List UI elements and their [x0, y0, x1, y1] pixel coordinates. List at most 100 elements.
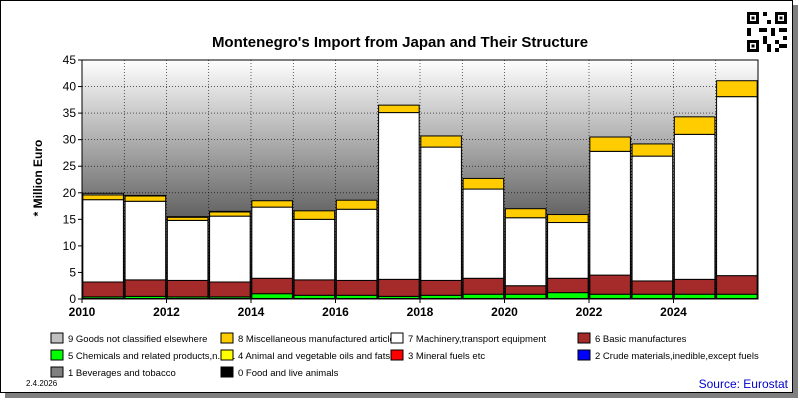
y-tick-label: 40: [63, 80, 77, 94]
bar-stack-2015: [293, 210, 336, 300]
bar-segment-2015-s6: [293, 279, 336, 296]
bar-segment-2022-s6: [589, 274, 631, 295]
bar-segment-2014-s8: [251, 200, 293, 208]
bar-segment-2019-s8: [462, 177, 505, 190]
bar-stack-2012: [166, 216, 209, 300]
y-tick-label: 25: [63, 159, 77, 173]
y-tick-label: 0: [69, 292, 76, 306]
bar-segment-2018-s6: [420, 279, 462, 296]
bar-stack-2025: [716, 80, 758, 300]
bar-segment-2019-s6: [462, 277, 505, 295]
bar-segment-2019-s5: [462, 293, 505, 299]
x-tick-label: 2020: [491, 305, 518, 319]
bar-segment-2015-s7: [293, 218, 336, 281]
y-tick-label: 30: [63, 133, 77, 147]
bar-segment-2013-s9: [209, 210, 251, 213]
legend-swatch: [50, 332, 64, 344]
x-tick-label: 2016: [322, 305, 349, 319]
bar-segment-2024-s6: [673, 278, 716, 295]
legend-label: 8 Miscellaneous manufactured articles: [238, 334, 400, 345]
bar-segment-2021-s8: [547, 214, 589, 224]
legend-swatch: [220, 349, 234, 361]
bar-segment-2019-s7: [462, 188, 505, 279]
source-label: Source: Eurostat: [698, 377, 788, 391]
bar-segment-2017-s7: [378, 112, 420, 280]
legend-swatch: [220, 332, 234, 344]
bar-segment-2016-s7: [335, 208, 378, 281]
bar-segment-2011-s7: [124, 200, 167, 281]
bar-segment-2020-s7: [504, 217, 547, 287]
bar-segment-2017-s6: [378, 278, 420, 297]
legend-swatch: [220, 366, 234, 378]
bar-segment-2018-s7: [420, 146, 462, 281]
bar-segment-2024-s8: [673, 116, 716, 135]
x-tick-label: 2022: [576, 305, 603, 319]
bar-segment-2020-s5: [504, 293, 547, 299]
legend-label: 3 Mineral fuels etc: [408, 351, 485, 362]
x-tick-label: 2010: [69, 305, 96, 319]
legend-label: 4 Animal and vegetable oils and fats: [238, 351, 390, 362]
bar-segment-2011-s8: [124, 195, 167, 202]
bar-segment-2013-s8: [209, 211, 251, 217]
bar-segment-2025-s7: [716, 96, 758, 277]
bar-stack-2019: [462, 177, 505, 300]
y-tick-label: 35: [63, 106, 77, 120]
y-tick-label: 5: [69, 265, 76, 279]
bar-segment-2021-s6: [547, 277, 589, 294]
bar-stack-2023: [631, 143, 674, 300]
bar-segment-2025-s5: [716, 293, 758, 299]
bar-segment-2025-s6: [716, 275, 758, 295]
bar-segment-2010-s9: [82, 192, 124, 196]
legend-label: 7 Machinery,transport equipment: [408, 334, 547, 345]
legend-label: 0 Food and live animals: [238, 368, 339, 379]
bar-segment-2023-s8: [631, 143, 674, 157]
bar-segment-2014-s5: [251, 293, 293, 299]
legend-swatch: [577, 332, 591, 344]
bar-segment-2024-s7: [673, 133, 716, 280]
legend-label: 6 Basic manufactures: [595, 334, 687, 345]
legend-label: 2 Crude materials,inedible,except fuels: [595, 351, 759, 362]
y-tick-label: 10: [63, 239, 77, 253]
y-axis-label: * Million Euro: [31, 140, 45, 217]
bar-segment-2013-s6: [209, 281, 251, 298]
bar-stack-2020: [504, 208, 547, 300]
x-axis: 2010 2012 2014 2016 2018 2020 2022 2024: [69, 299, 687, 319]
legend: 9 Goods not classified elsewhere 8 Miscel…: [50, 332, 759, 379]
legend-swatch: [577, 349, 591, 361]
bar-segment-2010-s6: [82, 281, 124, 298]
bar-segment-2020-s6: [504, 285, 547, 295]
y-tick-label: 45: [63, 53, 77, 67]
bars: [82, 80, 758, 300]
chart-title: Montenegro's Import from Japan and Their…: [212, 34, 588, 51]
bar-stack-2016: [335, 199, 378, 300]
legend-swatch: [50, 366, 64, 378]
bar-segment-2016-s6: [335, 279, 378, 296]
legend-label: 9 Goods not classified elsewhere: [68, 334, 207, 345]
x-tick-label: 2012: [153, 305, 180, 319]
bar-stack-2014: [251, 200, 293, 300]
bar-segment-2023-s7: [631, 155, 674, 282]
legend-label: 1 Beverages and tobacco: [68, 368, 176, 379]
bar-segment-2022-s8: [589, 136, 631, 152]
bar-segment-2022-s7: [589, 150, 631, 276]
bar-segment-2017-s8: [378, 104, 420, 114]
bar-segment-2010-s8: [82, 194, 124, 201]
x-tick-label: 2014: [238, 305, 265, 319]
legend-swatch: [390, 332, 404, 344]
bar-segment-2010-s7: [82, 199, 124, 283]
y-axis: 0 5 10 15 20 25 30 35 40 45: [63, 53, 82, 306]
bar-stack-2013: [209, 210, 251, 300]
x-tick-label: 2024: [660, 305, 687, 319]
bar-segment-2023-s5: [631, 293, 674, 299]
y-tick-label: 15: [63, 212, 77, 226]
x-tick-label: 2018: [407, 305, 434, 319]
qr-code-icon: [747, 12, 787, 52]
bar-stack-2022: [589, 136, 631, 300]
bar-segment-2015-s8: [293, 210, 336, 220]
legend-swatch: [390, 349, 404, 361]
bar-segment-2021-s5: [547, 292, 589, 299]
bar-segment-2011-s9: [124, 194, 167, 197]
bar-stack-2024: [673, 116, 716, 300]
bar-segment-2011-s6: [124, 279, 167, 297]
